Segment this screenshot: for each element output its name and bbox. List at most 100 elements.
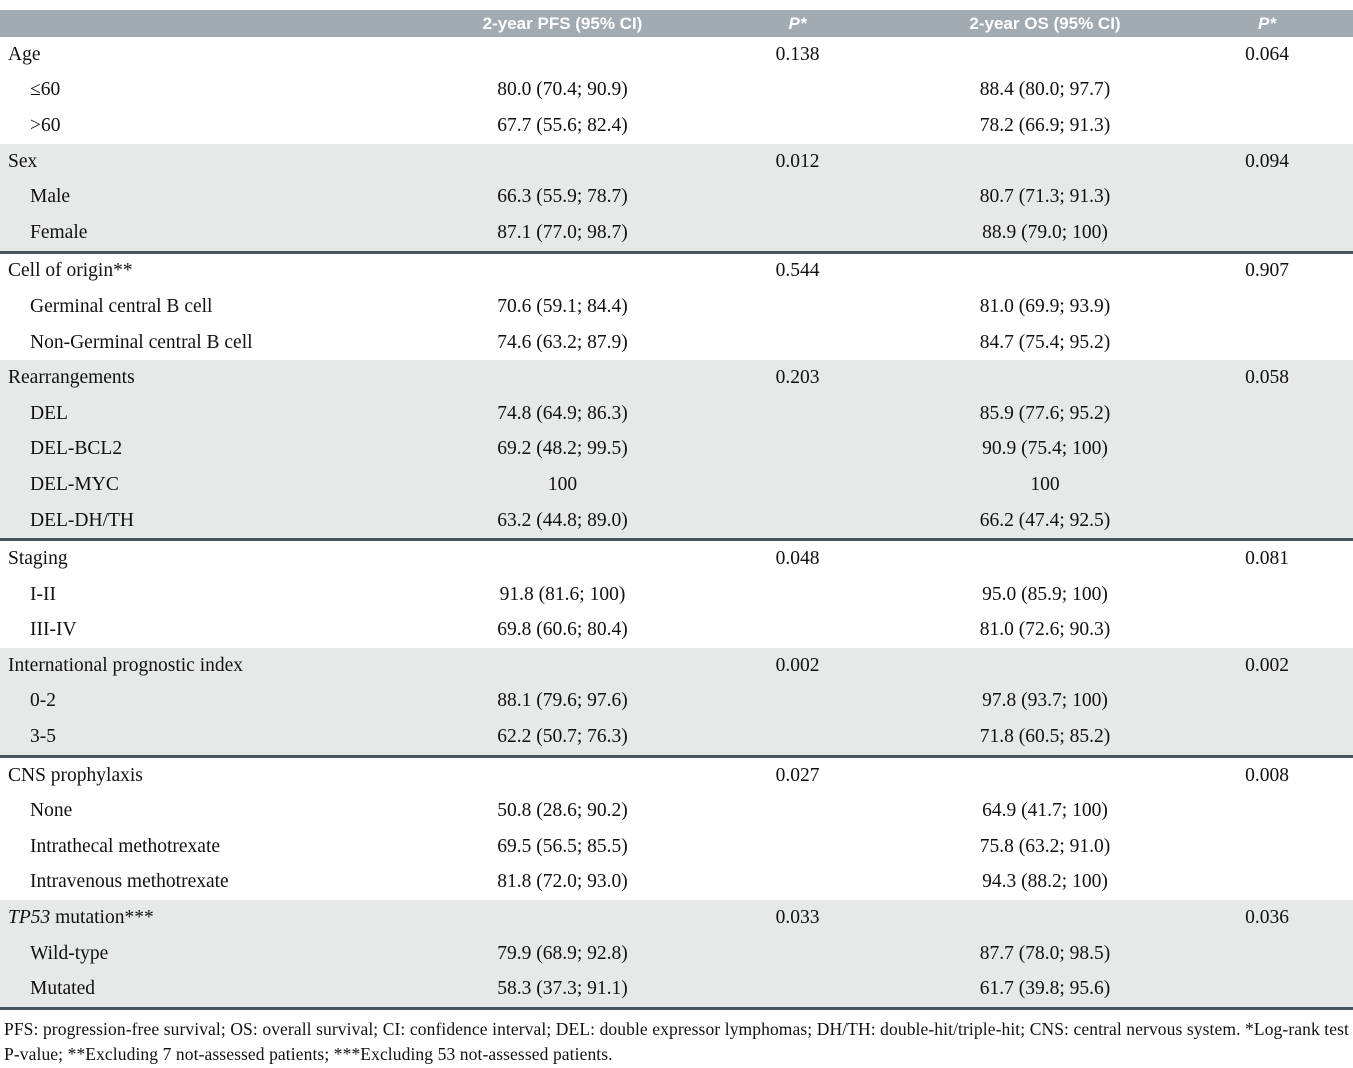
table-row: I-II 91.8 (81.6; 100) 95.0 (85.9; 100)	[0, 577, 1353, 613]
table-row: DEL-MYC 100 100	[0, 467, 1353, 503]
table-body: Age 0.138 0.064 ≤60 80.0 (70.4; 90.9) 88.4 (8…	[0, 37, 1353, 1011]
pfs-value: 50.8 (28.6; 90.2)	[497, 800, 628, 822]
p-value-pfs: 0.012	[775, 150, 820, 172]
p-value-pfs: 0.544	[775, 260, 820, 282]
row-label: 3-5	[30, 726, 56, 748]
section-label: Rearrangements	[8, 367, 135, 389]
section-header-row: Age 0.138 0.064	[0, 37, 1353, 73]
os-value: 94.3 (88.2; 100)	[982, 871, 1108, 893]
section-6: CNS prophylaxis 0.027 0.008 None 50.8 (28.6;…	[0, 758, 1353, 900]
section-header-row: TP53 mutation*** 0.033 0.036	[0, 900, 1353, 936]
row-label: Male	[30, 186, 71, 208]
os-value: 75.8 (63.2; 91.0)	[979, 835, 1111, 857]
table-row: Female 87.1 (77.0; 98.7) 88.9 (79.0; 100)	[0, 215, 1353, 251]
table-row: DEL 74.8 (64.9; 86.3) 85.9 (77.6; 95.2)	[0, 396, 1353, 432]
row-label: Female	[30, 221, 88, 243]
os-value: 71.8 (60.5; 85.2)	[979, 726, 1111, 748]
pfs-value: 69.8 (60.6; 80.4)	[497, 619, 628, 641]
row-label: Mutated	[30, 978, 95, 1000]
section-label: Cell of origin**	[8, 260, 133, 282]
row-label: I-II	[30, 583, 56, 605]
table-row: DEL-BCL2 69.2 (48.2; 99.5) 90.9 (75.4; 100…	[0, 432, 1353, 468]
os-value: 81.0 (69.9; 93.9)	[979, 295, 1111, 317]
section-1: Sex 0.012 0.094 Male 66.3 (55.9; 78.7) 80.7 (…	[0, 143, 1353, 254]
table-row: 0-2 88.1 (79.6; 97.6) 97.8 (93.7; 100)	[0, 684, 1353, 720]
p-value-pfs: 0.027	[775, 764, 820, 786]
p-value-os: 0.094	[1245, 150, 1289, 172]
os-value: 66.2 (47.4; 92.5)	[979, 509, 1111, 531]
gene-name: TP53	[8, 907, 51, 929]
p-value-os: 0.064	[1245, 43, 1289, 65]
table-row: None 50.8 (28.6; 90.2) 64.9 (41.7; 100)	[0, 793, 1353, 829]
section-label: Sex	[8, 150, 38, 172]
pfs-value: 79.9 (68.9; 92.8)	[497, 942, 628, 964]
section-header-row: Staging 0.048 0.081	[0, 541, 1353, 577]
os-value: 88.4 (80.0; 97.7)	[979, 79, 1111, 101]
section-label: TP53 mutation***	[8, 907, 154, 929]
table-row: DEL-DH/TH 63.2 (44.8; 89.0) 66.2 (47.4; 92…	[0, 503, 1353, 539]
p-value-pfs: 0.002	[775, 654, 820, 676]
column-header-p-os: P*	[1258, 13, 1276, 33]
pfs-value: 66.3 (55.9; 78.7)	[497, 186, 628, 208]
os-value: 64.9 (41.7; 100)	[982, 800, 1108, 822]
os-value: 87.7 (78.0; 98.5)	[979, 942, 1111, 964]
row-label: Germinal central B cell	[30, 295, 213, 317]
os-value: 97.8 (93.7; 100)	[982, 690, 1108, 712]
section-header-row: Sex 0.012 0.094	[0, 144, 1353, 180]
table-row: 3-5 62.2 (50.7; 76.3) 71.8 (60.5; 85.2)	[0, 719, 1353, 755]
pfs-value: 58.3 (37.3; 91.1)	[497, 978, 628, 1000]
section-2: Cell of origin** 0.544 0.907 Germinal centr…	[0, 254, 1353, 361]
section-header-row: CNS prophylaxis 0.027 0.008	[0, 758, 1353, 794]
row-label: 0-2	[30, 690, 56, 712]
column-header-os: 2-year OS (95% CI)	[969, 13, 1121, 33]
row-label: DEL-DH/TH	[30, 509, 134, 531]
pfs-value: 69.2 (48.2; 99.5)	[497, 438, 628, 460]
pfs-value: 74.8 (64.9; 86.3)	[497, 402, 628, 424]
section-header-row: Cell of origin** 0.544 0.907	[0, 254, 1353, 290]
os-value: 78.2 (66.9; 91.3)	[979, 114, 1111, 136]
p-value-pfs: 0.138	[775, 43, 820, 65]
column-header-pfs: 2-year PFS (95% CI)	[482, 13, 643, 33]
table-row: III-IV 69.8 (60.6; 80.4) 81.0 (72.6; 90.3)	[0, 613, 1353, 649]
row-label: None	[30, 800, 73, 822]
table-row: Wild-type 79.9 (68.9; 92.8) 87.7 (78.0; 98…	[0, 936, 1353, 972]
pfs-value: 80.0 (70.4; 90.9)	[497, 79, 628, 101]
os-value: 95.0 (85.9; 100)	[982, 583, 1108, 605]
pfs-value: 81.8 (72.0; 93.0)	[497, 871, 628, 893]
p-value-os: 0.008	[1245, 764, 1289, 786]
p-value-os: 0.002	[1245, 654, 1289, 676]
p-value-os: 0.081	[1245, 548, 1289, 570]
pfs-value: 63.2 (44.8; 89.0)	[497, 509, 628, 531]
os-value: 80.7 (71.3; 91.3)	[979, 186, 1111, 208]
row-label: DEL	[30, 402, 68, 424]
row-label: DEL-MYC	[30, 473, 119, 495]
os-value: 88.9 (79.0; 100)	[982, 221, 1108, 243]
table-header-row: 2-year PFS (95% CI) P* 2-year OS (95% CI…	[0, 10, 1353, 37]
column-header-p-pfs: P*	[788, 13, 807, 33]
table-row: Germinal central B cell 70.6 (59.1; 84.4)…	[0, 289, 1353, 325]
p-value-os: 0.058	[1245, 367, 1289, 389]
pfs-value: 91.8 (81.6; 100)	[499, 583, 626, 605]
row-label: DEL-BCL2	[30, 438, 123, 460]
os-value: 81.0 (72.6; 90.3)	[979, 619, 1111, 641]
row-label: ≤60	[30, 79, 61, 101]
section-5: International prognostic index 0.002 0.002…	[0, 648, 1353, 758]
section-3: Rearrangements 0.203 0.058 DEL 74.8 (64.9; 8…	[0, 360, 1353, 542]
section-label: CNS prophylaxis	[8, 764, 143, 786]
table-row: >60 67.7 (55.6; 82.4) 78.2 (66.9; 91.3)	[0, 108, 1353, 144]
pfs-value: 100	[547, 473, 578, 495]
footnote: PFS: progression-free survival; OS: over…	[4, 1019, 1349, 1065]
pfs-value: 87.1 (77.0; 98.7)	[497, 221, 628, 243]
table-row: Intrathecal methotrexate 69.5 (56.5; 85.5…	[0, 829, 1353, 865]
section-0: Age 0.138 0.064 ≤60 80.0 (70.4; 90.9) 88.4 (8…	[0, 37, 1353, 144]
row-label: III-IV	[30, 619, 77, 641]
section-7: TP53 mutation*** 0.033 0.036 Wild-type 79.9 …	[0, 900, 1353, 1011]
section-label: Staging	[8, 548, 68, 570]
section-header-row: Rearrangements 0.203 0.058	[0, 360, 1353, 396]
table-row: Mutated 58.3 (37.3; 91.1) 61.7 (39.8; 95.6…	[0, 971, 1353, 1007]
row-label: Non-Germinal central B cell	[30, 331, 253, 353]
row-label: >60	[30, 114, 61, 136]
os-value: 85.9 (77.6; 95.2)	[979, 402, 1111, 424]
row-label: Wild-type	[30, 942, 109, 964]
